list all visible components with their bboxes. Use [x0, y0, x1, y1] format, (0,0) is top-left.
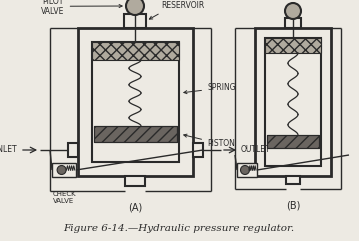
Bar: [267, 135, 319, 148]
Bar: [237, 163, 257, 177]
Text: PILOT
VALVE: PILOT VALVE: [41, 0, 122, 16]
Bar: [92, 42, 179, 60]
Bar: [94, 126, 177, 142]
Circle shape: [285, 3, 301, 19]
Text: (B): (B): [286, 200, 300, 210]
Text: OUTLET: OUTLET: [241, 146, 271, 154]
Text: PISTON: PISTON: [184, 134, 235, 148]
Bar: [94, 126, 177, 142]
Bar: [285, 18, 301, 28]
Bar: [193, 143, 203, 157]
Bar: [125, 176, 145, 186]
Bar: [265, 38, 321, 53]
Bar: [255, 28, 331, 176]
Bar: [267, 135, 319, 148]
Bar: [124, 14, 146, 28]
Bar: [265, 38, 321, 166]
Text: SPRING: SPRING: [184, 83, 236, 94]
Bar: [78, 28, 193, 176]
Text: CHECK
VALVE: CHECK VALVE: [52, 191, 76, 204]
Circle shape: [126, 0, 144, 15]
Bar: [52, 163, 76, 177]
Text: RETURN TO
RESERVOIR: RETURN TO RESERVOIR: [149, 0, 205, 19]
Text: INLET: INLET: [0, 146, 17, 154]
Bar: [68, 143, 78, 157]
Text: (A): (A): [128, 202, 142, 212]
Text: Figure 6-14.—Hydraulic pressure regulator.: Figure 6-14.—Hydraulic pressure regulato…: [64, 224, 295, 233]
Bar: [92, 42, 179, 162]
Bar: [286, 176, 300, 184]
Circle shape: [57, 166, 66, 174]
Circle shape: [241, 166, 250, 174]
